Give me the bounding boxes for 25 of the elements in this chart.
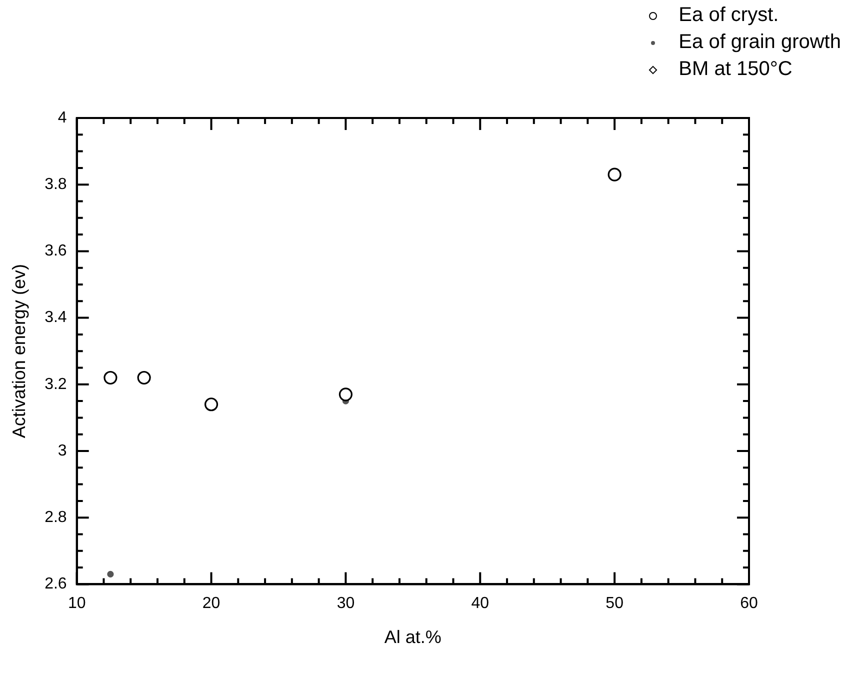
y-tick-label: 2.6: [44, 576, 67, 593]
y-tick-label: 3.8: [44, 176, 67, 194]
y-tick-label: 2.8: [44, 509, 67, 526]
legend-label: Ea of grain growth: [678, 30, 841, 55]
y-tick-label: 3.2: [44, 376, 67, 393]
legend-label: Ea of cryst.: [678, 3, 779, 28]
point: [137, 370, 151, 385]
y-tick-label: 3.6: [44, 242, 67, 260]
point: [338, 388, 353, 402]
y-axis-title: Activation energy (ev): [8, 264, 29, 438]
point: [608, 168, 622, 182]
x-tick-label: 40: [471, 595, 490, 612]
x-tick-label: 10: [68, 595, 86, 612]
x-tick-label: 50: [606, 595, 624, 612]
point: [204, 398, 218, 412]
x-tick-label: 20: [202, 595, 220, 612]
point: [107, 570, 114, 578]
x-axis-title: Al at.%: [384, 627, 442, 648]
y-tick-label: 3: [58, 442, 67, 460]
y-tick-label: 3.4: [44, 309, 67, 326]
legend-label: BM at 150°C: [678, 57, 792, 82]
point: [104, 370, 118, 385]
x-tick-label: 60: [740, 595, 758, 612]
y-tick-label: 4: [58, 109, 67, 126]
x-tick-label: 30: [336, 595, 355, 612]
